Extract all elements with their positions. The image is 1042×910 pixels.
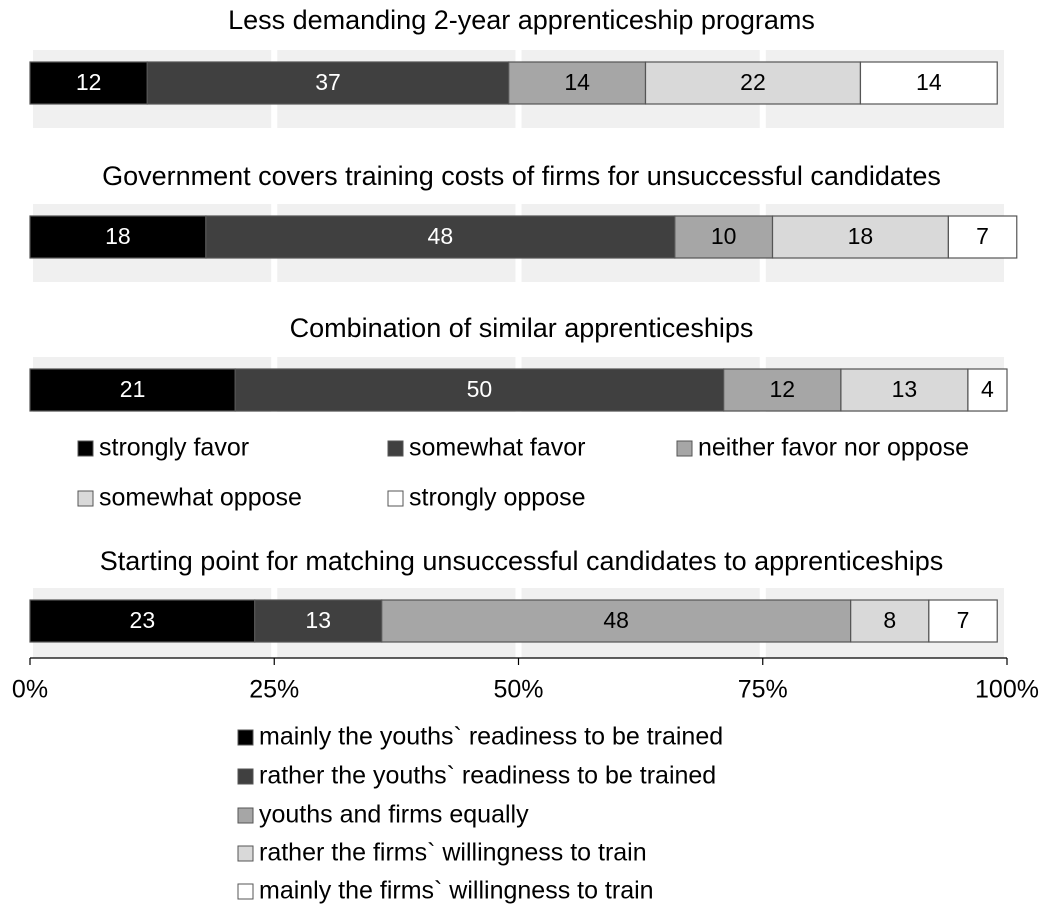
data-label: 7	[976, 223, 989, 249]
legend-swatch	[237, 807, 254, 824]
legend-label: mainly the youths` readiness to be train…	[259, 723, 723, 751]
bar-segment	[947, 215, 1018, 259]
data-label: 18	[848, 223, 874, 249]
legend-swatch	[237, 729, 254, 746]
data-label: 13	[305, 607, 331, 633]
data-label: 12	[76, 69, 102, 95]
bar-segment	[254, 599, 383, 643]
bar-segment	[205, 215, 676, 259]
bar-segment	[859, 61, 998, 105]
bar-segment	[234, 368, 725, 412]
legend-label: strongly oppose	[409, 484, 586, 512]
data-label: 14	[564, 69, 590, 95]
data-label: 4	[981, 376, 994, 402]
legend-swatch	[387, 440, 404, 457]
data-label: 48	[603, 607, 629, 633]
x-tick-label: 50%	[493, 676, 543, 704]
bar-segment	[723, 368, 842, 412]
bar-segment	[928, 599, 998, 643]
bar-segment	[674, 215, 774, 259]
bar-segment	[29, 61, 148, 105]
legend-label: strongly favor	[99, 434, 249, 462]
data-label: 8	[883, 607, 896, 633]
data-label: 48	[428, 223, 454, 249]
legend-swatch	[676, 440, 693, 457]
data-label: 14	[916, 69, 942, 95]
legend-label: mainly the firms` willingness to train	[259, 877, 654, 905]
data-label: 7	[957, 607, 970, 633]
data-label: 37	[315, 69, 341, 95]
bar-segment	[840, 368, 969, 412]
bar-segment	[381, 599, 852, 643]
legend-label: somewhat oppose	[99, 484, 302, 512]
data-label: 10	[711, 223, 737, 249]
chart-title: Government covers training costs of firm…	[102, 161, 941, 191]
legend-swatch	[77, 490, 94, 507]
chart-title: Less demanding 2-year apprenticeship pro…	[228, 5, 815, 35]
x-tick-label: 100%	[975, 676, 1039, 704]
legend-label: neither favor nor oppose	[698, 434, 969, 462]
bar-segment	[146, 61, 510, 105]
legend-label: youths and firms equally	[259, 801, 529, 829]
bar-segment	[967, 368, 1008, 412]
legend-label: rather the firms` willingness to train	[259, 839, 647, 867]
data-label: 12	[769, 376, 795, 402]
legend-swatch	[387, 490, 404, 507]
data-label: 50	[467, 376, 493, 402]
chart-title: Starting point for matching unsuccessful…	[100, 546, 944, 576]
legend-swatch	[237, 845, 254, 862]
data-label: 22	[740, 69, 766, 95]
chart-title: Combination of similar apprenticeships	[290, 313, 754, 343]
x-tick-label: 25%	[249, 676, 299, 704]
legend-label: somewhat favor	[409, 434, 585, 462]
legend-swatch	[237, 883, 254, 900]
x-tick-label: 75%	[738, 676, 788, 704]
legend-label: rather the youths` readiness to be train…	[259, 762, 716, 790]
legend-swatch	[77, 440, 94, 457]
x-tick-label: 0%	[12, 676, 48, 704]
bar-segment	[29, 368, 236, 412]
data-label: 13	[892, 376, 918, 402]
bar-segment	[771, 215, 949, 259]
bar-segment	[29, 215, 207, 259]
data-label: 18	[105, 223, 131, 249]
data-label: 21	[120, 376, 146, 402]
data-label: 23	[130, 607, 156, 633]
legend-swatch	[237, 768, 254, 785]
